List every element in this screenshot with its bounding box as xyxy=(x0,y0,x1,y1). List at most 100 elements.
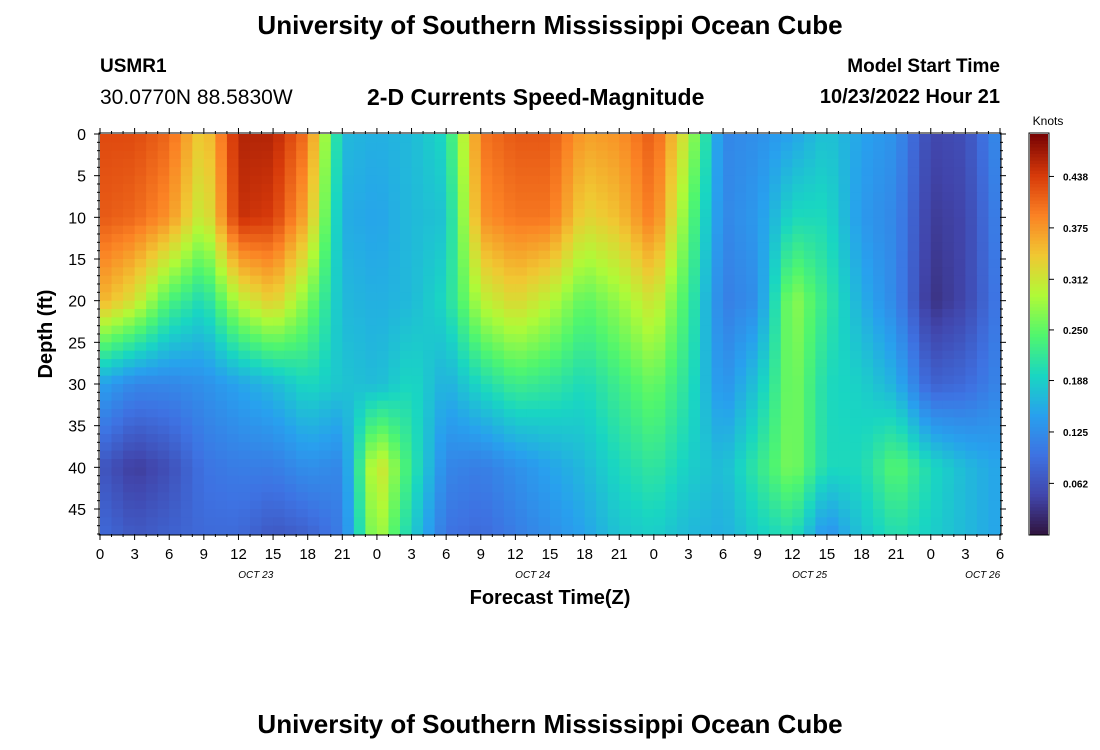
heatmap-cell xyxy=(307,525,320,535)
heatmap-cell xyxy=(400,267,413,277)
heatmap-cell xyxy=(261,234,274,243)
heatmap-cell xyxy=(365,309,378,318)
heatmap-cell xyxy=(930,300,943,310)
heatmap-cell xyxy=(884,334,897,343)
heatmap-cell xyxy=(538,209,551,218)
heatmap-cell xyxy=(411,184,424,193)
heatmap-cell xyxy=(700,159,713,168)
heatmap-cell xyxy=(573,342,586,352)
heatmap-cell xyxy=(711,317,724,327)
heatmap-cell xyxy=(838,525,851,535)
colorbar-segment xyxy=(1030,427,1048,432)
heatmap-cell xyxy=(353,200,366,210)
heatmap-cell xyxy=(342,484,355,493)
heatmap-cell xyxy=(538,184,551,193)
heatmap-cell xyxy=(226,142,240,152)
heatmap-cell xyxy=(273,334,286,343)
heatmap-cell xyxy=(861,325,874,335)
heatmap-cell xyxy=(850,259,863,268)
heatmap-cell xyxy=(676,142,690,152)
heatmap-cell xyxy=(469,359,482,368)
heatmap-cell xyxy=(434,500,447,510)
heatmap-cell xyxy=(665,200,678,210)
heatmap-cell xyxy=(250,417,263,427)
colorbar-segment xyxy=(1030,514,1048,518)
heatmap-cell xyxy=(480,425,493,435)
heatmap-cell xyxy=(550,334,563,343)
heatmap-cell xyxy=(896,359,909,368)
heatmap-cell xyxy=(238,300,251,310)
heatmap-cell xyxy=(307,375,320,385)
heatmap-cell xyxy=(607,467,620,477)
heatmap-cell xyxy=(388,134,401,143)
heatmap-cell xyxy=(573,509,586,518)
heatmap-cell xyxy=(330,425,343,435)
heatmap-cell xyxy=(296,300,309,310)
heatmap-cell xyxy=(965,392,978,402)
heatmap-cell xyxy=(215,200,228,210)
heatmap-cell xyxy=(884,150,897,160)
heatmap-cell xyxy=(780,517,793,527)
heatmap-cell xyxy=(676,517,690,527)
heatmap-cell xyxy=(273,209,286,218)
heatmap-cell xyxy=(330,217,343,227)
heatmap-cell xyxy=(573,492,586,502)
heatmap-cell xyxy=(907,150,920,160)
colorbar-segment xyxy=(1030,467,1048,472)
heatmap-cell xyxy=(896,367,909,377)
heatmap-cell xyxy=(250,325,263,335)
heatmap-cell xyxy=(353,425,366,435)
heatmap-cell xyxy=(307,367,320,377)
heatmap-cell xyxy=(226,259,240,268)
heatmap-cell xyxy=(273,492,286,502)
heatmap-cell xyxy=(584,150,597,160)
heatmap-cell xyxy=(400,342,413,352)
heatmap-cell xyxy=(815,400,828,410)
heatmap-cell xyxy=(896,509,909,518)
heatmap-cell xyxy=(215,492,228,502)
heatmap-cell xyxy=(307,500,320,510)
heatmap-cell xyxy=(250,509,263,518)
heatmap-cell xyxy=(330,250,343,260)
heatmap-cell xyxy=(780,417,793,427)
heatmap-cell xyxy=(642,350,655,360)
heatmap-cell xyxy=(238,167,251,177)
heatmap-cell xyxy=(988,217,1001,227)
heatmap-cell xyxy=(619,284,632,293)
y-tick-label: 5 xyxy=(77,169,86,186)
heatmap-cell xyxy=(688,484,701,493)
heatmap-cell xyxy=(365,334,378,343)
heatmap-cell xyxy=(192,509,205,518)
heatmap-cell xyxy=(896,275,909,285)
heatmap-cell xyxy=(896,442,909,452)
heatmap-cell xyxy=(769,217,782,227)
heatmap-cell xyxy=(215,325,228,335)
heatmap-cell xyxy=(896,500,909,510)
heatmap-cell xyxy=(515,417,528,427)
heatmap-cell xyxy=(757,167,770,177)
colorbar-tick-label: 0.062 xyxy=(1063,479,1088,490)
heatmap-cell xyxy=(676,509,690,518)
heatmap-cell xyxy=(238,175,251,185)
heatmap-cell xyxy=(826,334,840,343)
heatmap-cell xyxy=(642,367,655,377)
heatmap-cell xyxy=(561,350,574,360)
heatmap-cell xyxy=(700,200,713,210)
heatmap-cell xyxy=(561,192,574,202)
colorbar-segment xyxy=(1030,287,1048,292)
heatmap-cell xyxy=(988,459,1001,468)
heatmap-cell xyxy=(446,392,459,402)
heatmap-cell xyxy=(619,175,632,185)
heatmap-cell xyxy=(284,375,297,385)
heatmap-cell xyxy=(861,517,874,527)
heatmap-cell xyxy=(780,275,793,285)
colorbar-segment xyxy=(1030,257,1048,262)
heatmap-cell xyxy=(480,175,493,185)
heatmap-cell xyxy=(169,450,182,460)
heatmap-cell xyxy=(526,159,540,168)
heatmap-cell xyxy=(942,234,955,243)
heatmap-cell xyxy=(815,275,828,285)
heatmap-cell xyxy=(123,250,136,260)
heatmap-cell xyxy=(192,209,205,218)
heatmap-cell xyxy=(573,234,586,243)
